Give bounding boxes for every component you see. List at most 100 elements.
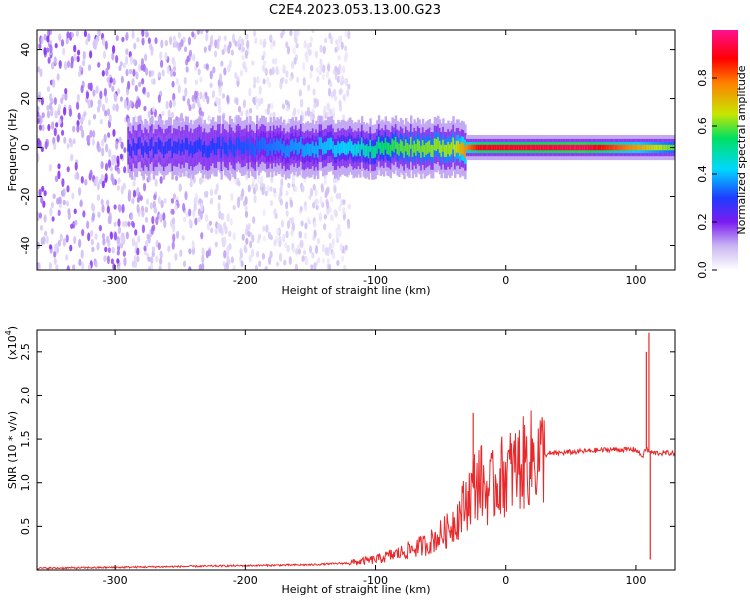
heatmap-cell <box>184 137 188 150</box>
heatmap-cell <box>209 197 214 205</box>
heatmap-cell <box>228 243 232 251</box>
heatmap-cell <box>272 138 276 151</box>
colorbar-label: Normalized spectral amplitude <box>735 65 748 234</box>
heatmap-cell <box>191 240 195 250</box>
heatmap-cell <box>130 212 134 221</box>
heatmap-cell <box>330 137 333 150</box>
heatmap-cell <box>62 238 66 247</box>
heatmap-cell <box>228 230 232 238</box>
heatmap-cell <box>342 65 346 74</box>
heatmap-cell <box>303 40 307 49</box>
heatmap-cell <box>403 145 406 158</box>
heatmap-cell <box>347 30 351 40</box>
heatmap-cell <box>313 230 317 238</box>
heatmap-cell <box>165 100 169 110</box>
heatmap-cell <box>131 237 136 247</box>
heatmap-cell <box>281 103 286 110</box>
heatmap-cell <box>51 61 55 70</box>
heatmap-cell <box>535 144 538 151</box>
heatmap-cell <box>286 244 290 253</box>
heatmap-cell <box>340 141 344 154</box>
heatmap-cell <box>292 46 296 55</box>
heatmap-cell <box>285 210 289 217</box>
heatmap-cell <box>279 185 283 194</box>
heatmap-cell <box>154 179 158 187</box>
heatmap-cell <box>57 170 61 180</box>
heatmap-cell <box>523 144 526 151</box>
heatmap-cell <box>192 209 196 218</box>
heatmap-cell <box>302 76 306 86</box>
heatmap-cell <box>76 49 81 56</box>
heatmap-cell <box>285 201 289 210</box>
heatmap-cell <box>146 91 150 98</box>
heatmap-cell <box>101 147 105 157</box>
heatmap-cell <box>299 239 303 246</box>
colorbar-tick-label: 0.2 <box>696 213 709 231</box>
heatmap-cell <box>85 38 89 46</box>
heatmap-cell <box>386 142 389 155</box>
heatmap-cell <box>144 140 147 153</box>
heatmap-cell <box>293 57 297 65</box>
heatmap-cell <box>309 71 313 79</box>
heatmap-cell <box>233 145 237 158</box>
heatmap-cell <box>142 145 145 158</box>
heatmap-cell <box>151 137 154 150</box>
heatmap-cell <box>347 203 351 210</box>
heatmap-cell <box>60 97 64 105</box>
heatmap-cell <box>333 208 337 216</box>
heatmap-cell <box>112 128 116 137</box>
heatmap-cell <box>217 97 221 107</box>
heatmap-cell <box>95 36 99 46</box>
heatmap-cell <box>452 137 455 150</box>
heatmap-cell <box>182 202 186 212</box>
heatmap-cell <box>189 181 193 188</box>
heatmap-cell <box>643 144 647 151</box>
heatmap-cell <box>188 208 192 217</box>
heatmap-cell <box>159 139 162 152</box>
heatmap-cell <box>340 255 345 262</box>
heatmap-cell <box>624 144 628 151</box>
heatmap-cell <box>106 108 111 117</box>
heatmap-cell <box>266 185 270 193</box>
heatmap-cell <box>247 144 250 157</box>
heatmap-cell <box>37 153 40 163</box>
heatmap-cell <box>63 106 67 116</box>
heatmap-cell <box>132 138 135 151</box>
heatmap-cell <box>660 144 663 151</box>
heatmap-cell <box>131 260 135 268</box>
heatmap-cell <box>157 196 161 204</box>
heatmap-cell <box>482 144 486 151</box>
heatmap-cell <box>317 257 321 263</box>
heatmap-cell <box>247 223 251 231</box>
heatmap-cell <box>74 219 78 226</box>
heatmap-cell <box>104 96 109 104</box>
heatmap-cell <box>150 50 154 56</box>
heatmap-cell <box>299 136 303 149</box>
heatmap-cell <box>333 185 337 194</box>
heatmap-cell <box>211 138 215 151</box>
heatmap-cell <box>294 138 298 151</box>
heatmap-cell <box>188 218 192 226</box>
heatmap-cell <box>372 146 376 159</box>
heatmap-cell <box>508 144 511 151</box>
heatmap-cell <box>80 85 84 94</box>
heatmap-cell <box>89 50 93 59</box>
heatmap-cell <box>125 231 129 240</box>
heatmap-cell <box>557 144 560 151</box>
heatmap-cell <box>652 144 655 151</box>
heatmap-cell <box>187 36 192 46</box>
heatmap-cell <box>136 37 140 43</box>
heatmap-cell <box>167 245 171 253</box>
heatmap-cell <box>108 114 112 123</box>
heatmap-cell <box>152 224 156 232</box>
heatmap-cell <box>120 235 124 245</box>
heatmap-cell <box>251 234 255 243</box>
heatmap-cell <box>66 60 71 69</box>
heatmap-cell <box>327 138 330 151</box>
heatmap-cell <box>98 98 102 108</box>
heatmap-cell <box>536 144 540 151</box>
heatmap-cell <box>38 124 43 131</box>
heatmap-cell <box>271 66 275 76</box>
heatmap-cell <box>323 223 327 231</box>
heatmap-cell <box>167 138 171 151</box>
